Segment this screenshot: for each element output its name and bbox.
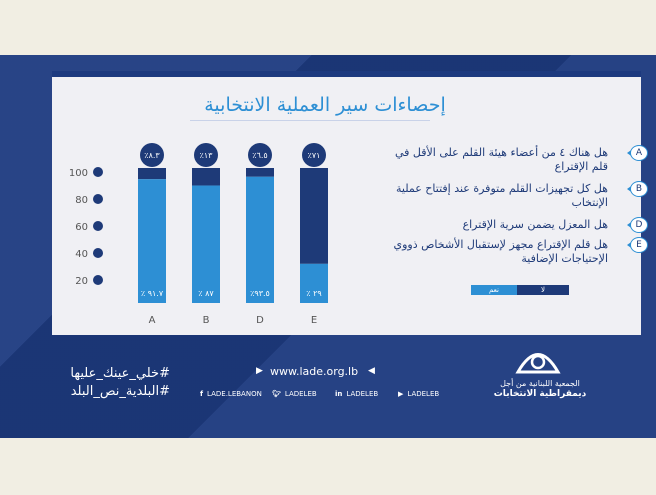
- bar-no-A: [138, 168, 166, 180]
- question-e-text: هل قلم الإقتراع مجهز لإستقبال الأشخاص ذو…: [393, 238, 608, 265]
- bottom-data-label: ٪ ٢٩: [306, 289, 321, 298]
- top-data-label: ٪٧١: [308, 151, 321, 160]
- triangle-right-icon: ▶: [256, 366, 263, 376]
- question-b-text: هل كل تجهيزات القلم متوفرة عند إفتتاح عم…: [396, 182, 608, 209]
- badge-a: A: [630, 145, 648, 161]
- y-tick-label: 100: [69, 168, 88, 179]
- bar-no-D: [246, 168, 274, 177]
- organization-name: الجمعية اللبنانية من أجل ديمقراطية الانت…: [490, 378, 590, 400]
- website-link[interactable]: www.lade.org.lb: [270, 365, 359, 378]
- bottom-data-label: ٪٩٣.٥: [250, 289, 270, 298]
- facebook-link[interactable]: f LADE.LEBANON: [200, 390, 262, 398]
- linkedin-handle: LADELEB: [346, 390, 379, 398]
- triangle-left-icon: ◀: [368, 366, 375, 376]
- y-tick-dot: [93, 167, 103, 177]
- facebook-icon: f: [200, 390, 204, 398]
- bottom-data-label: ٪ ٩١.٧: [141, 289, 164, 298]
- bottom-data-label: ٪ ٨٧: [198, 289, 214, 298]
- top-label-badge: [302, 143, 326, 167]
- top-data-label: ٪٨.٣: [144, 151, 160, 160]
- x-tick-label: E: [311, 315, 317, 326]
- y-tick-dot: [93, 221, 103, 231]
- top-data-label: ٪١٣: [200, 151, 214, 160]
- linkedin-link[interactable]: in LADELEB: [335, 390, 378, 398]
- badge-e: E: [630, 237, 648, 253]
- x-tick-label: B: [203, 315, 210, 326]
- youtube-icon: ▶: [398, 390, 404, 398]
- question-a: A هل هناك ٤ من أعضاء هيئة القلم على الأق…: [388, 145, 648, 174]
- legend-no: لا: [517, 285, 569, 295]
- question-d: D هل المعزل يضمن سرية الإقتراع: [388, 217, 648, 233]
- x-tick-label: D: [256, 315, 264, 326]
- badge-b: B: [630, 181, 648, 197]
- twitter-link[interactable]: 🐦︎ LADELEB: [272, 390, 317, 398]
- title-underline: [190, 120, 430, 121]
- linkedin-icon: in: [335, 390, 343, 398]
- y-tick-label: 60: [75, 222, 88, 233]
- twitter-icon: 🐦︎: [272, 390, 281, 398]
- bar-yes-B: [192, 185, 220, 303]
- question-e: E هل قلم الإقتراع مجهز لإستقبال الأشخاص …: [388, 237, 648, 266]
- facebook-handle: LADE.LEBANON: [207, 390, 262, 398]
- twitter-handle: LADELEB: [284, 390, 317, 398]
- top-label-badge: [194, 143, 218, 167]
- bar-yes-A: [138, 179, 166, 303]
- y-tick-dot: [93, 248, 103, 258]
- page-title: إحصاءات سير العملية الانتخابية: [204, 94, 446, 116]
- question-b: B هل كل تجهيزات القلم متوفرة عند إفتتاح …: [388, 181, 648, 210]
- y-tick-label: 20: [75, 276, 88, 287]
- x-tick-label: A: [149, 315, 156, 326]
- top-label-badge: [140, 143, 164, 167]
- youtube-handle: LADELEB: [407, 390, 440, 398]
- hashtag-1[interactable]: #خلي_عينك_عليها: [70, 366, 170, 381]
- bar-no-E: [300, 168, 328, 264]
- legend-yes: نعم: [471, 285, 517, 295]
- question-d-text: هل المعزل يضمن سرية الإقتراع: [462, 218, 608, 231]
- bar-yes-E: [300, 263, 328, 303]
- bar-yes-D: [246, 176, 274, 303]
- org-line-1: الجمعية اللبنانية من أجل: [500, 379, 580, 388]
- y-tick-label: 80: [75, 195, 88, 206]
- question-a-text: هل هناك ٤ من أعضاء هيئة القلم على الأقل …: [394, 146, 608, 173]
- org-line-2: ديمقراطية الانتخابات: [493, 389, 587, 399]
- y-tick-dot: [93, 194, 103, 204]
- lade-logo-icon: [515, 353, 561, 374]
- youtube-link[interactable]: ▶ LADELEB: [398, 390, 439, 398]
- y-tick-label: 40: [75, 249, 88, 260]
- top-data-label: ٪٦.٥: [252, 151, 267, 160]
- hashtag-2[interactable]: #البلدية_نص_البلد: [70, 384, 170, 399]
- badge-d: D: [630, 217, 648, 233]
- y-tick-dot: [93, 275, 103, 285]
- top-label-badge: [248, 143, 272, 167]
- bar-no-B: [192, 168, 220, 186]
